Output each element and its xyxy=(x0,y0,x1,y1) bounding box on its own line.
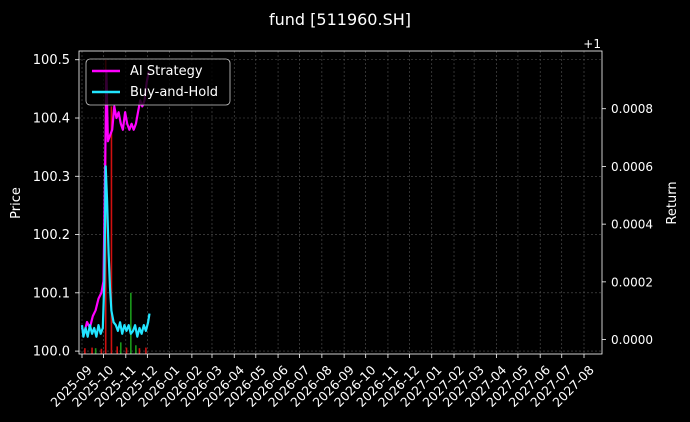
right-axis: 0.0000 0.0002 0.0004 0.0006 0.0008 xyxy=(602,102,653,347)
right-tick-label: 0.0008 xyxy=(611,102,653,116)
right-tick-label: 0.0000 xyxy=(611,333,653,347)
right-tick-label: 0.0006 xyxy=(611,160,653,174)
right-tick-label: 0.0004 xyxy=(611,218,653,232)
legend-label-buy-and-hold: Buy-and-Hold xyxy=(130,85,218,100)
left-tick-label: 100.3 xyxy=(33,170,70,185)
series-line-buy-and-hold xyxy=(80,165,151,338)
grid xyxy=(79,51,602,354)
series-lines xyxy=(80,70,151,338)
left-tick-label: 100.1 xyxy=(33,286,70,301)
plot-frame xyxy=(78,50,603,355)
left-tick-label: 100.2 xyxy=(33,228,70,243)
y-axis-label-right: Return xyxy=(665,181,680,224)
x-axis: 2025-092025-102025-112025-122026-012026-… xyxy=(47,354,597,410)
y-axis-label-left: Price xyxy=(9,187,24,219)
series-line-ai-strategy xyxy=(80,70,150,335)
right-axis-offset-label: +1 xyxy=(583,37,601,51)
legend-box xyxy=(85,58,231,106)
left-tick-label: 100.4 xyxy=(33,112,70,127)
left-tick-label: 100.5 xyxy=(33,53,70,68)
chart-title: fund [511960.SH] xyxy=(269,10,411,29)
legend: AI Strategy Buy-and-Hold xyxy=(85,58,231,106)
right-tick-label: 0.0002 xyxy=(611,275,653,289)
legend-label-ai-strategy: AI Strategy xyxy=(130,64,203,79)
left-tick-label: 100.0 xyxy=(33,345,70,360)
left-axis: 100.0 100.1 100.2 100.3 100.4 100.5 xyxy=(33,53,79,360)
